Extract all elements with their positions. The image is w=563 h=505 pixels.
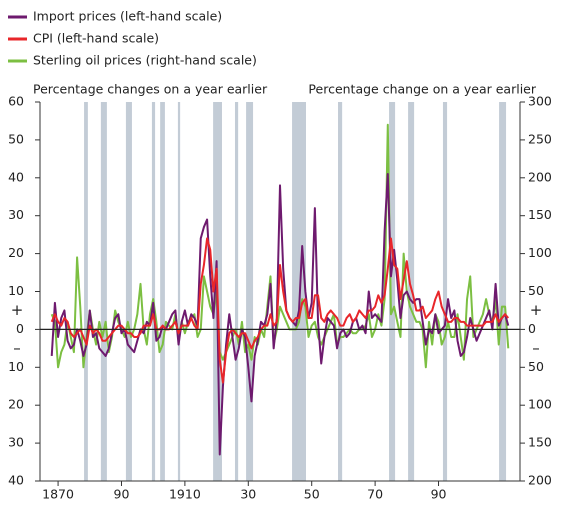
recession-band (177, 102, 181, 481)
y-tick-label: 0 (16, 321, 24, 336)
y-tick-label: 30 (8, 435, 24, 450)
y2-tick-label: 50 (528, 359, 544, 374)
recession-band (246, 102, 254, 481)
recession-band (125, 102, 132, 481)
y-tick-label: 60 (8, 94, 24, 109)
y2-tick-label: 100 (528, 397, 552, 412)
legend-label: Import prices (left-hand scale) (33, 9, 222, 24)
series-line (50, 237, 510, 384)
recession-band (338, 102, 343, 481)
y2-tick-label: 150 (528, 435, 552, 450)
y-tick-label: 20 (8, 245, 24, 260)
legend-label: CPI (left-hand scale) (33, 31, 159, 46)
y2-tick-label: 250 (528, 131, 552, 146)
y-tick-label: 40 (8, 473, 24, 488)
legend-label: Sterling oil prices (right-hand scale) (33, 53, 257, 68)
y2-tick-label: 200 (528, 473, 552, 488)
left-axis-subtitle: Percentage changes on a year earlier (33, 82, 268, 97)
recession-band (499, 102, 507, 481)
y-tick-label: 10 (8, 359, 24, 374)
recession-band (234, 102, 239, 481)
x-tick-label: 1870 (42, 487, 74, 502)
series-line (50, 123, 510, 369)
x-tick-label: 1910 (169, 487, 201, 502)
y-tick-label: 40 (8, 169, 24, 184)
x-tick-label: 50 (304, 487, 320, 502)
y-tick-label: 20 (8, 397, 24, 412)
sign-label: – (532, 339, 540, 357)
recession-band (100, 102, 107, 481)
recession-band (151, 102, 156, 481)
y2-tick-label: 200 (528, 169, 552, 184)
x-tick-label: 90 (431, 487, 447, 502)
recession-band (160, 102, 165, 481)
sign-label: – (13, 339, 21, 357)
x-tick-label: 30 (240, 487, 256, 502)
y2-tick-label: 150 (528, 207, 552, 222)
y-tick-label: 30 (8, 207, 24, 222)
sign-label: + (530, 301, 543, 319)
right-axis-subtitle: Percentage change on a year earlier (308, 82, 536, 97)
x-tick-label: 90 (114, 487, 130, 502)
y2-tick-label: 300 (528, 94, 552, 109)
y2-tick-label: 50 (528, 283, 544, 298)
y-tick-label: 10 (8, 283, 24, 298)
series-line (50, 173, 510, 456)
recession-band (389, 102, 396, 481)
y2-tick-label: 0 (528, 321, 536, 336)
sign-label: + (11, 301, 24, 319)
y2-tick-label: 100 (528, 245, 552, 260)
y-tick-label: 50 (8, 131, 24, 146)
recession-band (84, 102, 88, 481)
recession-band (442, 102, 448, 481)
x-tick-label: 70 (367, 487, 383, 502)
